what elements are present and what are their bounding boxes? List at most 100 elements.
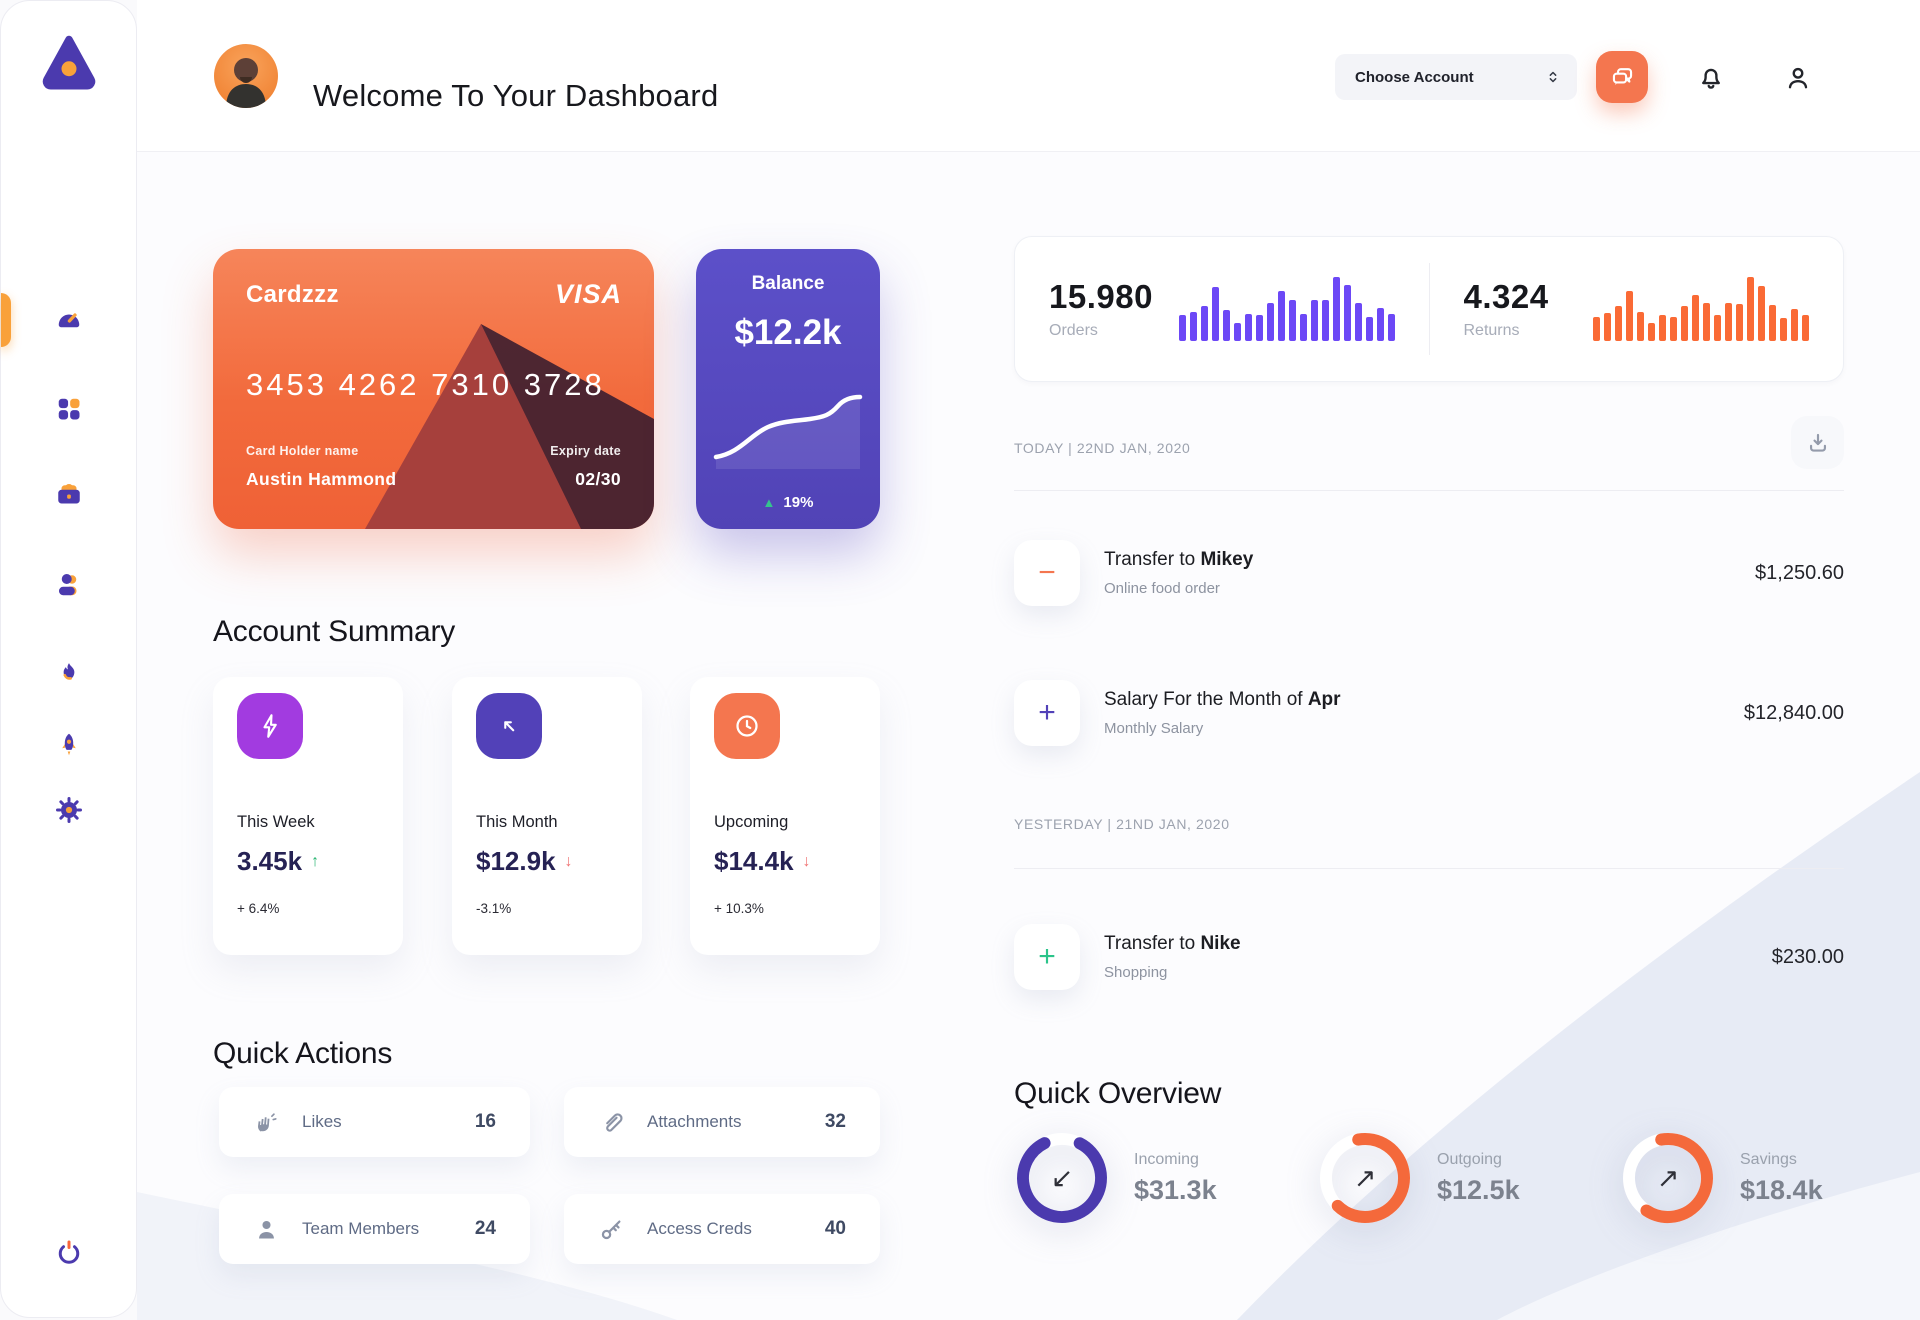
speedometer-icon (58, 313, 79, 328)
overview-text: Incoming $31.3k (1134, 1151, 1217, 1206)
logo-triangle-icon (42, 35, 95, 90)
quick-action-label: Access Creds (647, 1219, 752, 1238)
plus-icon: + (1014, 680, 1080, 746)
sidebar-item-contacts[interactable] (45, 560, 93, 608)
returns-label: Returns (1463, 322, 1520, 339)
balance-card: Balance $12.2k ▲ 19% (696, 249, 880, 529)
transaction-text: Transfer to Nike Shopping (1104, 933, 1241, 981)
summary-value: $12.9k ↓ (476, 846, 618, 877)
quick-action-attachments[interactable]: Attachments 32 (564, 1087, 880, 1157)
quick-action-label: Likes (302, 1112, 342, 1131)
transaction-text: Transfer to Mikey Online food order (1104, 549, 1253, 597)
summary-card-this-week: This Week 3.45k ↑ + 6.4% (213, 677, 403, 955)
key-icon (601, 1220, 621, 1239)
account-select[interactable]: Choose Account (1335, 54, 1577, 100)
overview-text: Outgoing $12.5k (1437, 1151, 1520, 1206)
logout-button[interactable] (45, 1229, 93, 1277)
transaction-title: Salary For the Month of Apr (1104, 689, 1341, 710)
card-number: 3453 4262 7310 3728 (246, 367, 605, 402)
transaction-row-nike[interactable]: + Transfer to Nike Shopping $230.00 (1014, 924, 1844, 990)
card-expiry-label: Expiry date (550, 444, 621, 458)
bell-icon (1702, 68, 1720, 89)
summary-value: $14.4k ↓ (714, 846, 856, 877)
returns-stat: 4.324 Returns (1430, 237, 1844, 381)
transaction-subtitle: Monthly Salary (1104, 720, 1204, 737)
trend-down-icon: ↓ (564, 852, 573, 870)
overview-text: Savings $18.4k (1740, 1151, 1823, 1206)
transactions-date-today: TODAY | 22ND JAN, 2020 (1014, 440, 1191, 456)
transaction-amount: $1,250.60 (1755, 561, 1844, 584)
messages-button[interactable] (1596, 51, 1648, 103)
main-content: Cardzzz VISA 3453 4262 7310 3728 Card Ho… (137, 152, 1920, 1320)
overview-value: $18.4k (1740, 1174, 1823, 1205)
page-title: Welcome To Your Dashboard (313, 78, 719, 114)
transaction-subtitle: Shopping (1104, 964, 1168, 981)
quick-action-count: 24 (474, 1218, 496, 1239)
summary-amount: $12.9k (476, 846, 556, 876)
summary-amount: $14.4k (714, 846, 794, 876)
summary-label: This Week (237, 813, 315, 831)
returns-bar-chart (1593, 277, 1809, 341)
outgoing-ring: ↗ (1315, 1128, 1415, 1228)
download-button[interactable] (1791, 416, 1844, 469)
savings-ring: ↗ (1618, 1128, 1718, 1228)
account-summary-title: Account Summary (213, 614, 456, 648)
credit-card: Cardzzz VISA 3453 4262 7310 3728 Card Ho… (213, 249, 654, 529)
chevron-up-down-icon (1549, 71, 1557, 83)
balance-change-value: 19% (783, 494, 814, 511)
panel-divider (1428, 263, 1430, 355)
transaction-title: Transfer to Mikey (1104, 549, 1254, 570)
card-name: Cardzzz (246, 281, 339, 308)
profile-button[interactable] (1780, 60, 1816, 96)
quick-action-count: 16 (474, 1111, 496, 1132)
gear-icon (55, 797, 82, 823)
quick-action-team-members[interactable]: Team Members 24 (219, 1194, 530, 1264)
sidebar-item-launch[interactable] (45, 721, 93, 769)
sidebar-item-apps[interactable] (45, 385, 93, 433)
transaction-text: Salary For the Month of Apr Monthly Sala… (1104, 689, 1341, 737)
arrow-down-left-icon: ↙ (1050, 1162, 1074, 1193)
quick-overview-title: Quick Overview (1014, 1076, 1222, 1110)
arrow-up-right-icon: ↗ (1353, 1162, 1377, 1193)
summary-card-upcoming: Upcoming $14.4k ↓ + 10.3% (690, 677, 880, 955)
card-pyramid-art (365, 324, 654, 529)
summary-label: Upcoming (714, 813, 789, 831)
chat-bubbles-icon (1612, 67, 1632, 85)
clock-icon (714, 693, 780, 759)
rocket-icon (61, 733, 76, 756)
overview-label: Incoming (1134, 1150, 1199, 1168)
card-expiry-value: 02/30 (575, 469, 621, 489)
sidebar-item-portfolio[interactable] (45, 470, 93, 518)
transaction-row-mikey[interactable]: − Transfer to Mikey Online food order $1… (1014, 540, 1844, 606)
sidebar-item-activity[interactable] (45, 647, 93, 695)
balance-value: $12.2k (734, 313, 842, 352)
summary-value: 3.45k ↑ (237, 846, 379, 877)
divider (1014, 490, 1844, 491)
transaction-row-salary[interactable]: + Salary For the Month of Apr Monthly Sa… (1014, 680, 1844, 746)
card-holder-label: Card Holder name (246, 444, 359, 458)
trend-up-icon: ↑ (311, 852, 320, 870)
quick-actions-title: Quick Actions (213, 1036, 393, 1070)
quick-action-likes[interactable]: Likes 16 (219, 1087, 530, 1157)
quick-action-access-creds[interactable]: Access Creds 40 (564, 1194, 880, 1264)
arrow-up-right-icon: ↗ (1656, 1162, 1680, 1193)
paperclip-icon (606, 1112, 623, 1132)
quick-action-label: Attachments (647, 1112, 742, 1131)
overview-value: $12.5k (1437, 1174, 1520, 1205)
transaction-subtitle: Online food order (1104, 580, 1220, 597)
summary-label: This Month (476, 813, 558, 831)
balance-change: ▲ 19% (696, 494, 880, 511)
arrow-up-icon: ▲ (762, 495, 776, 510)
member-icon (259, 1220, 274, 1238)
quick-action-count: 32 (824, 1111, 846, 1132)
orders-label: Orders (1049, 322, 1098, 339)
avatar[interactable] (214, 44, 278, 108)
notifications-button[interactable] (1693, 60, 1729, 96)
balance-label: Balance (751, 273, 825, 294)
transaction-sign: − (1038, 556, 1056, 589)
sidebar-item-dashboard[interactable] (45, 294, 93, 342)
transactions-date-yesterday: YESTERDAY | 21ND JAN, 2020 (1014, 816, 1230, 832)
user-icon (58, 574, 76, 596)
grid-icon (58, 398, 79, 420)
sidebar-item-settings[interactable] (45, 786, 93, 834)
